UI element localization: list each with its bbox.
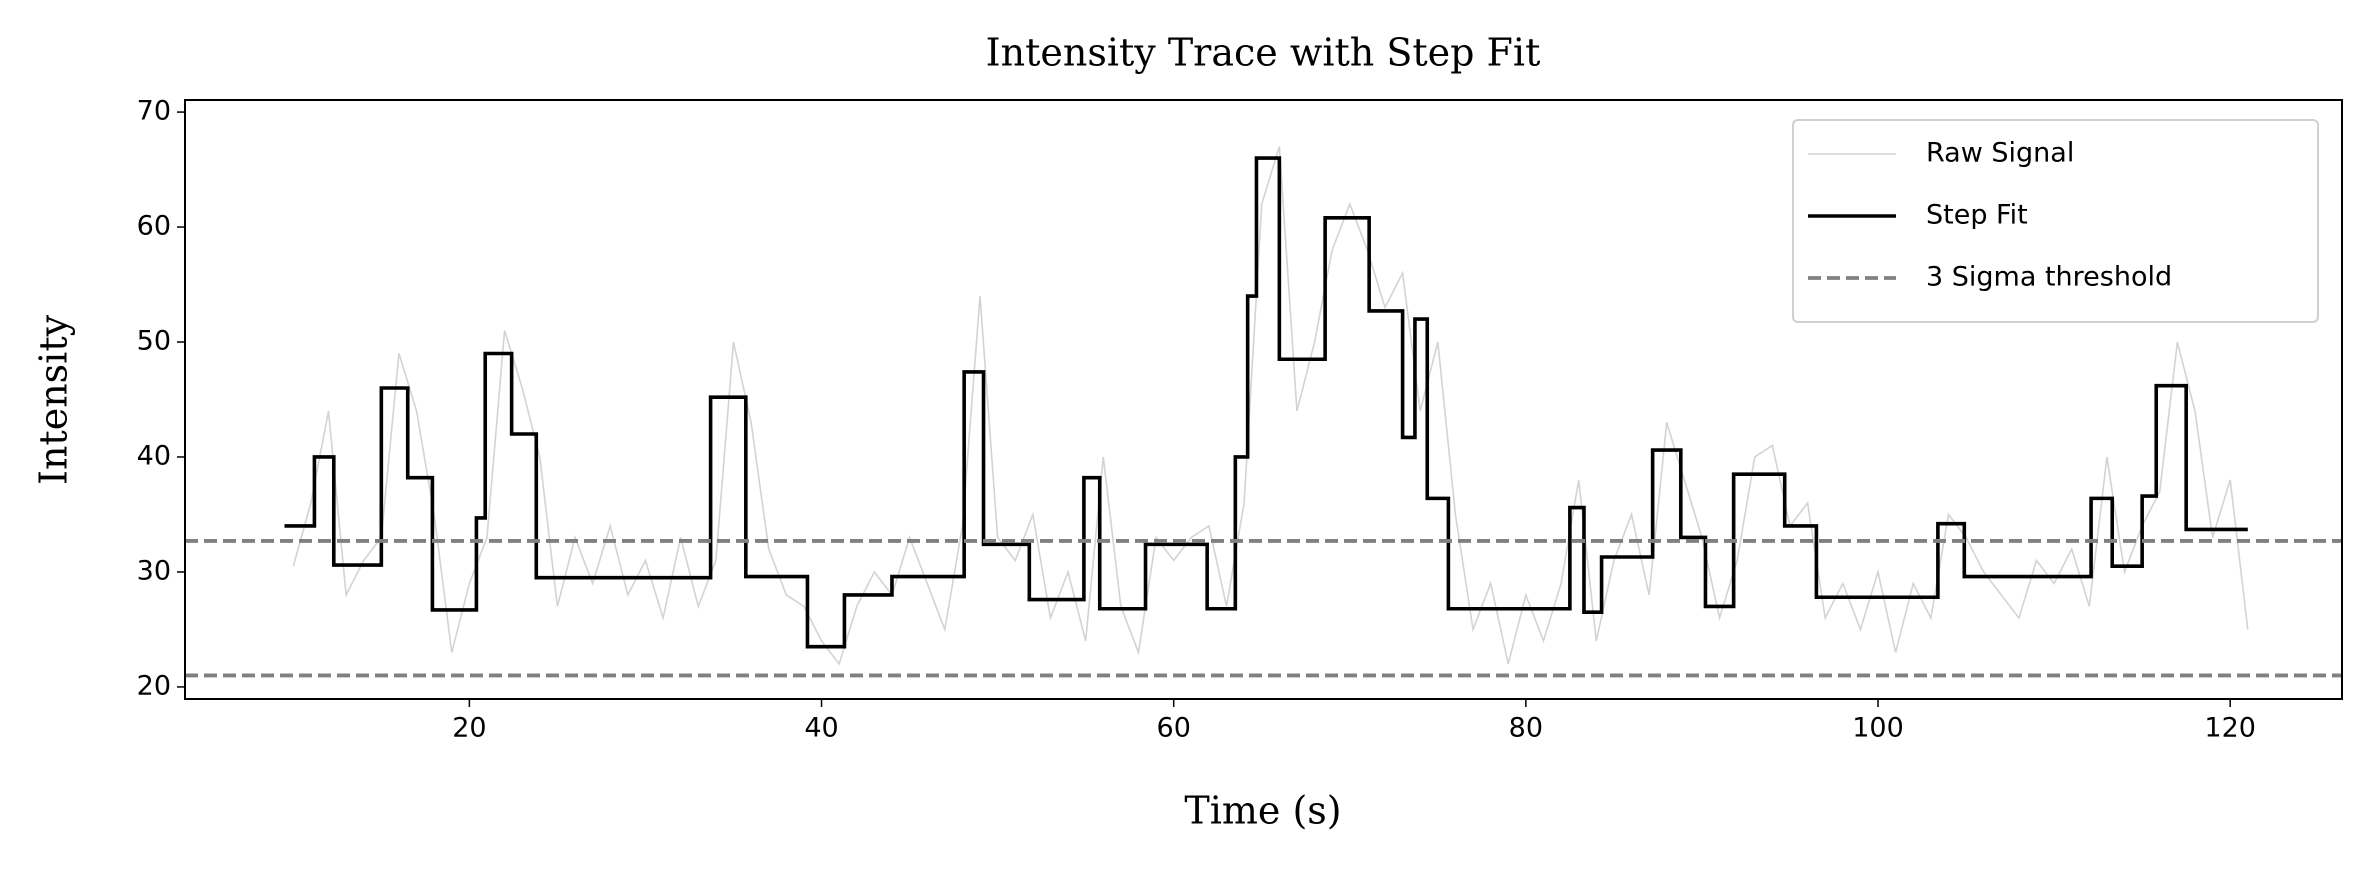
x-tick-label: 100 <box>1852 713 1904 744</box>
plot-area <box>185 146 2342 678</box>
y-tick-label: 40 <box>137 440 171 471</box>
legend-label: Step Fit <box>1926 200 2028 231</box>
step-line <box>284 156 2248 649</box>
axes-frame <box>184 99 2343 700</box>
legend: Raw Signal Step Fit 3 Sigma threshold <box>1792 119 2319 323</box>
y-tick-label: 50 <box>137 326 171 357</box>
legend-label: 3 Sigma threshold <box>1926 262 2172 293</box>
x-tick-label: 120 <box>2204 713 2256 744</box>
x-axis-label: Time (s) <box>1184 789 1341 833</box>
y-axis-label: Intensity <box>32 314 76 485</box>
y-tick-label: 70 <box>137 96 171 127</box>
legend-box <box>1792 119 2319 323</box>
y-tick-label: 30 <box>137 555 171 586</box>
chart-title: Intensity Trace with Step Fit <box>986 31 1541 75</box>
y-tick-label: 60 <box>137 211 171 242</box>
x-tick-label: 80 <box>1509 713 1543 744</box>
legend-label: Raw Signal <box>1926 138 2074 169</box>
y-tick-label: 20 <box>137 670 171 701</box>
x-tick-label: 60 <box>1157 713 1191 744</box>
x-tick-label: 20 <box>452 713 486 744</box>
signal-line <box>292 146 2249 666</box>
x-tick-label: 40 <box>804 713 838 744</box>
